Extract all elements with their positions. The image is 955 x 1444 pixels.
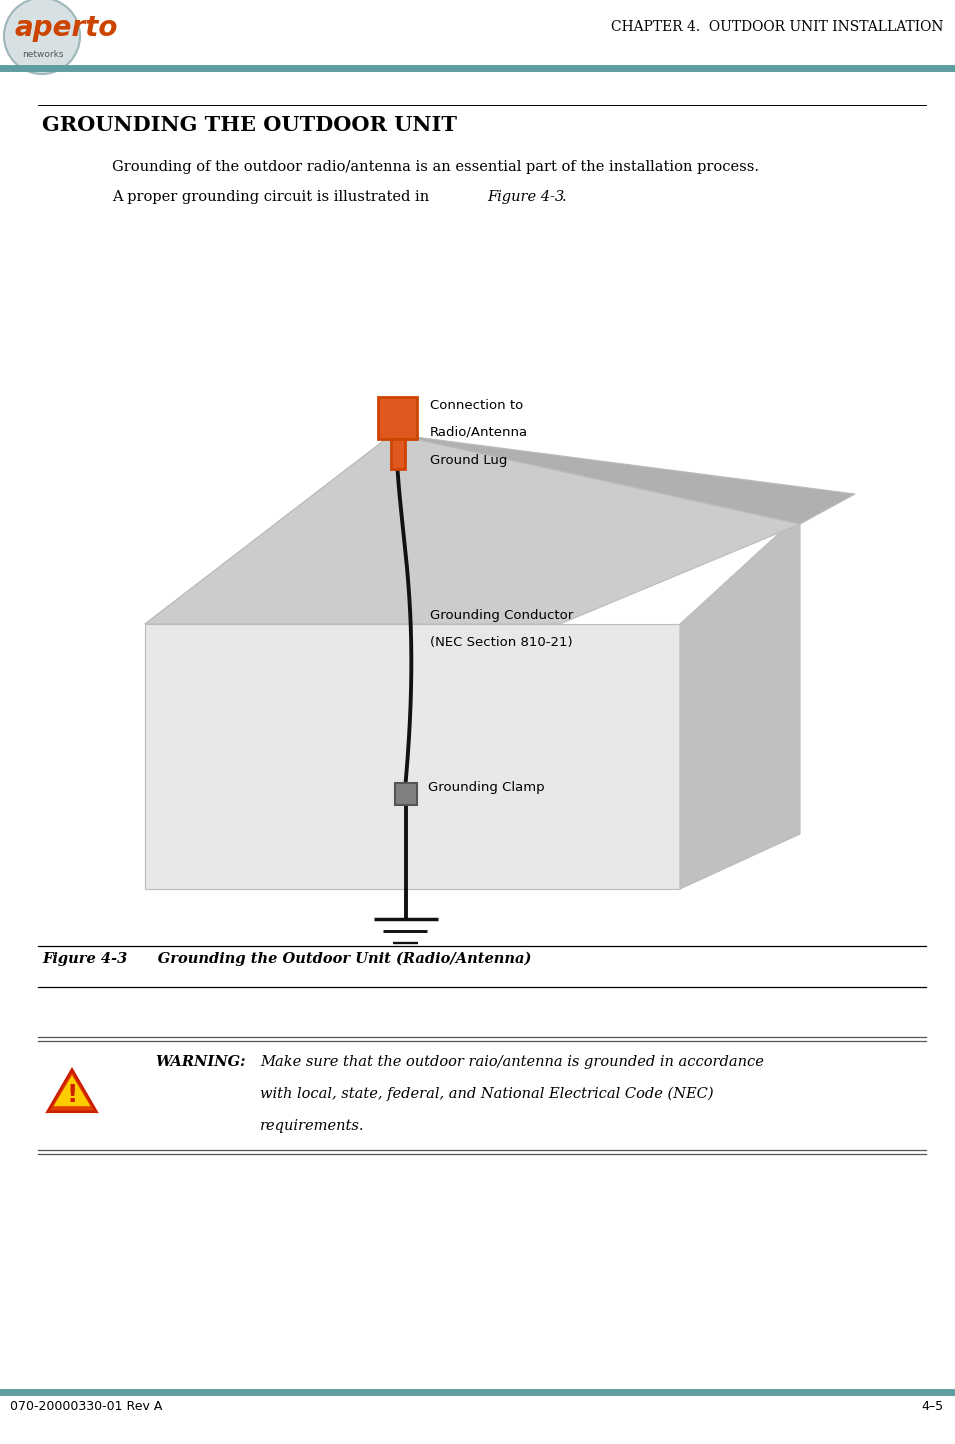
Text: !: !: [66, 1083, 77, 1108]
Text: WARNING:: WARNING:: [155, 1056, 245, 1069]
Text: CHAPTER 4.  OUTDOOR UNIT INSTALLATION: CHAPTER 4. OUTDOOR UNIT INSTALLATION: [610, 20, 943, 35]
Text: GROUNDING THE OUTDOOR UNIT: GROUNDING THE OUTDOOR UNIT: [42, 116, 457, 134]
Text: A proper grounding circuit is illustrated in: A proper grounding circuit is illustrate…: [112, 191, 434, 204]
Polygon shape: [393, 435, 855, 524]
Text: networks: networks: [22, 51, 63, 59]
Text: .: .: [562, 191, 566, 204]
Text: Grounding of the outdoor radio/antenna is an essential part of the installation : Grounding of the outdoor radio/antenna i…: [112, 160, 759, 173]
Text: Grounding the Outdoor Unit (Radio/Antenna): Grounding the Outdoor Unit (Radio/Antenn…: [127, 952, 531, 966]
Text: Grounding Clamp: Grounding Clamp: [429, 781, 545, 794]
Text: with local, state, federal, and National Electrical Code (NEC): with local, state, federal, and National…: [260, 1087, 713, 1102]
Polygon shape: [680, 514, 800, 890]
Text: Connection to: Connection to: [430, 399, 522, 412]
Text: (NEC Section 810-21): (NEC Section 810-21): [430, 637, 572, 650]
Text: Grounding Conductor: Grounding Conductor: [430, 608, 573, 621]
Text: Figure 4-3: Figure 4-3: [487, 191, 564, 204]
Circle shape: [4, 0, 80, 74]
Polygon shape: [145, 435, 393, 624]
FancyBboxPatch shape: [378, 397, 416, 439]
Polygon shape: [53, 1076, 91, 1106]
FancyBboxPatch shape: [391, 439, 405, 469]
Polygon shape: [145, 435, 800, 624]
Text: Ground Lug: Ground Lug: [430, 453, 507, 466]
FancyBboxPatch shape: [394, 783, 416, 804]
Polygon shape: [48, 1070, 96, 1112]
Text: aperto: aperto: [15, 14, 118, 42]
Text: requirements.: requirements.: [260, 1119, 365, 1134]
Polygon shape: [145, 624, 680, 890]
Text: Radio/Antenna: Radio/Antenna: [430, 426, 527, 439]
Text: 4–5: 4–5: [921, 1401, 943, 1414]
Text: Figure 4-3: Figure 4-3: [42, 952, 127, 966]
Text: Make sure that the outdoor raio/antenna is grounded in accordance: Make sure that the outdoor raio/antenna …: [260, 1056, 764, 1069]
Text: 070-20000330-01 Rev A: 070-20000330-01 Rev A: [10, 1401, 162, 1414]
